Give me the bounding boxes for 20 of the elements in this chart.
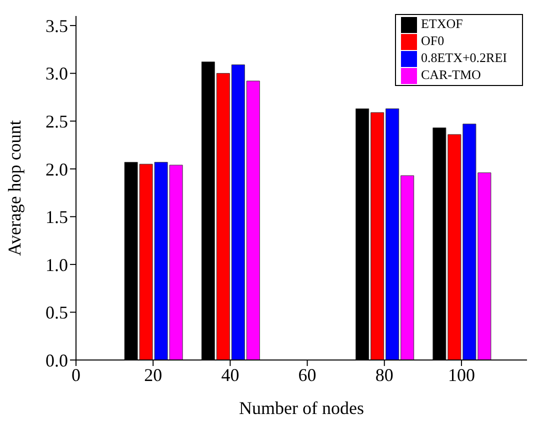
x-tick-label: 0 [72, 364, 80, 385]
y-tick-label: 3.5 [46, 16, 68, 36]
y-tick-label: 3.0 [46, 64, 68, 84]
y-tick-label: 1.5 [46, 207, 68, 228]
legend-label: CAR-TMO [420, 67, 481, 82]
legend-label: OF0 [420, 33, 444, 48]
x-tick-label: 100 [448, 364, 475, 385]
y-tick-label: 2.0 [46, 159, 68, 180]
x-tick-label: 20 [144, 364, 162, 385]
y-tick-label: 2.5 [46, 112, 68, 132]
x-tick-label: 60 [298, 364, 316, 385]
y-tick-label: 1.0 [46, 254, 68, 275]
y-tick-label: 0.5 [46, 302, 68, 323]
x-tick-label: 80 [375, 364, 394, 385]
x-tick-label: 40 [221, 364, 240, 385]
y-tick-label: 0.0 [46, 350, 68, 370]
y-axis-title: Average hop count [4, 120, 24, 256]
x-axis-title: Number of nodes [239, 398, 364, 418]
legend-label: 0.8ETX+0.2REI [420, 50, 507, 66]
legend-label: ETXOF [420, 16, 463, 31]
